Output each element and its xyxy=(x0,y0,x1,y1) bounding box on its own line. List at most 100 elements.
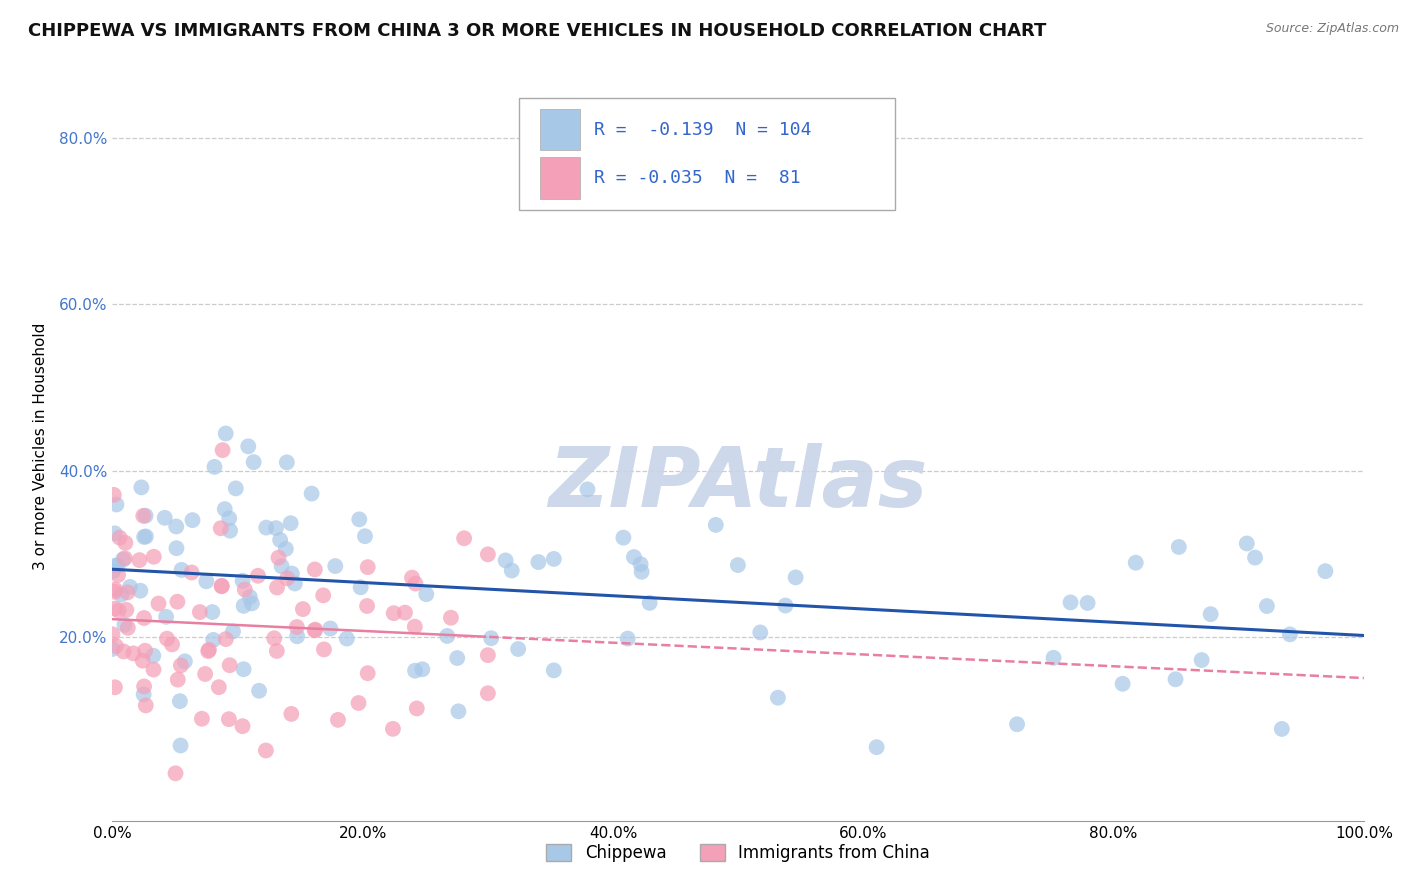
Point xyxy=(211,443,233,458)
Point xyxy=(323,559,346,574)
Point xyxy=(336,632,359,646)
Point xyxy=(357,560,380,574)
Point xyxy=(612,531,634,545)
Point xyxy=(446,651,468,665)
Point xyxy=(285,620,308,634)
Point xyxy=(276,455,298,469)
Point xyxy=(312,642,335,657)
FancyBboxPatch shape xyxy=(519,97,894,210)
Point xyxy=(105,498,128,512)
Point xyxy=(1059,595,1081,609)
Point xyxy=(211,579,233,593)
Point xyxy=(405,576,427,591)
Point xyxy=(202,632,225,647)
Point xyxy=(326,713,349,727)
Point xyxy=(281,566,304,581)
Point xyxy=(153,510,176,524)
Legend: Chippewa, Immigrants from China: Chippewa, Immigrants from China xyxy=(540,837,936,869)
Point xyxy=(222,624,245,639)
Point xyxy=(231,719,253,733)
Point xyxy=(208,680,231,694)
Point xyxy=(132,508,155,523)
Point xyxy=(215,426,238,441)
Point xyxy=(630,565,652,579)
Point xyxy=(194,667,217,681)
Point xyxy=(704,517,727,532)
Point xyxy=(201,605,224,619)
FancyBboxPatch shape xyxy=(540,109,581,150)
Point xyxy=(623,550,645,565)
Point xyxy=(495,553,517,567)
Point xyxy=(1042,650,1064,665)
Text: CHIPPEWA VS IMMIGRANTS FROM CHINA 3 OR MORE VEHICLES IN HOUSEHOLD CORRELATION CH: CHIPPEWA VS IMMIGRANTS FROM CHINA 3 OR M… xyxy=(28,22,1046,40)
Point xyxy=(169,739,191,753)
Point xyxy=(142,648,165,663)
Point xyxy=(107,603,129,617)
Point xyxy=(132,654,155,668)
Point xyxy=(115,603,138,617)
Point xyxy=(104,558,127,573)
Point xyxy=(214,502,236,516)
Point xyxy=(312,588,335,602)
Point xyxy=(1111,677,1133,691)
Point xyxy=(169,694,191,708)
Point xyxy=(104,601,127,615)
Point xyxy=(775,599,797,613)
Point xyxy=(267,550,290,565)
Point xyxy=(1077,596,1099,610)
Point xyxy=(233,582,256,597)
Point xyxy=(477,547,499,561)
Point xyxy=(232,574,254,588)
Point xyxy=(218,712,240,726)
Point xyxy=(104,526,127,541)
Point xyxy=(749,625,772,640)
Point xyxy=(405,701,427,715)
Point xyxy=(527,555,550,569)
Point xyxy=(114,551,136,566)
Text: R =  -0.139  N = 104: R = -0.139 N = 104 xyxy=(595,120,811,138)
Point xyxy=(404,664,426,678)
Point xyxy=(198,642,221,657)
Point xyxy=(219,524,242,538)
Point xyxy=(135,698,157,713)
Point xyxy=(349,512,371,526)
Point xyxy=(191,712,214,726)
Point xyxy=(148,597,170,611)
Point xyxy=(477,648,499,662)
Point xyxy=(218,511,240,525)
Point xyxy=(218,658,240,673)
Point xyxy=(479,632,502,646)
Point xyxy=(211,579,233,593)
Point xyxy=(209,521,232,535)
Point xyxy=(104,681,127,695)
Point xyxy=(280,516,302,531)
Point xyxy=(276,571,298,585)
Point xyxy=(246,568,269,582)
Point xyxy=(232,599,254,613)
Point xyxy=(195,574,218,589)
Point xyxy=(381,722,404,736)
Point xyxy=(131,480,153,494)
Point xyxy=(170,563,193,577)
Point xyxy=(349,580,371,594)
Point xyxy=(238,439,260,453)
Point xyxy=(727,558,749,572)
Point xyxy=(118,580,141,594)
Point xyxy=(142,549,165,564)
Point xyxy=(477,686,499,700)
Point xyxy=(134,530,156,544)
Y-axis label: 3 or more Vehicles in Household: 3 or more Vehicles in Household xyxy=(32,322,48,570)
Point xyxy=(181,513,204,527)
Point xyxy=(284,576,307,591)
Point xyxy=(135,529,157,543)
Point xyxy=(101,564,124,578)
Point xyxy=(447,704,470,718)
Point xyxy=(269,533,291,547)
Point xyxy=(156,632,179,646)
Point xyxy=(204,459,226,474)
Point xyxy=(411,662,433,676)
Point xyxy=(142,663,165,677)
Point xyxy=(242,455,264,469)
Point xyxy=(1315,564,1337,578)
Point xyxy=(132,611,155,625)
